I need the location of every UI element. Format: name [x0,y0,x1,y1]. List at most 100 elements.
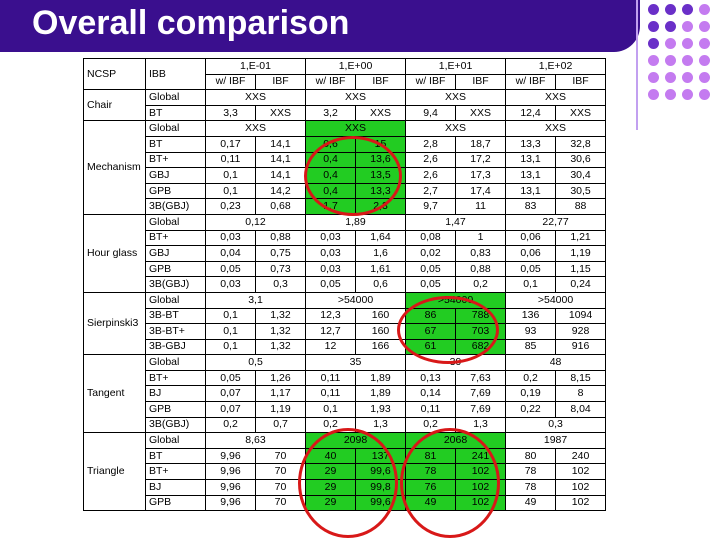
table-cell: 3,1 [205,291,306,309]
table-cell: 30,5 [555,182,607,200]
table-cell: 3B(GBJ) [145,416,206,434]
table-cell: 0,03 [305,229,356,247]
table-cell: Global [145,432,206,449]
table-cell: 1,E+00 [304,58,407,75]
table-row: GBJ 0,04 0,75 0,03 1,6 0,02 0,83 0,06 1,19 [84,245,607,262]
table-cell: 0,1 [505,276,557,293]
table-cell: 12,4 [505,104,557,122]
table-cell: 1,E+01 [405,58,507,75]
table-cell: 78 [505,479,557,496]
table-cell: 13,1 [505,182,557,200]
table-cell: 0,88 [455,260,507,278]
table-cell: XXS [405,120,507,137]
decorative-dot [648,38,659,49]
table-cell: BT+ [145,151,206,169]
decorative-dot [665,89,676,100]
table-row: BT+ 0,05 1,26 0,11 1,89 0,13 7,63 0,2 8,15 [84,369,607,387]
table-cell: Global [145,291,206,309]
table-cell: Global [145,89,206,106]
table-cell: 30,6 [555,151,607,169]
table-cell: 85 [505,338,557,356]
table-cell: GBJ [145,245,206,262]
table-cell: BJ [145,385,206,403]
table-cell: 928 [555,323,607,340]
table-cell: 1,32 [255,338,306,356]
table-cell: 0,17 [205,135,256,153]
table-cell: 136 [505,307,557,325]
table-cell: BT [145,104,206,122]
table-cell: GPB [145,401,206,418]
table-cell: BT+ [145,463,206,481]
table-cell: 32,8 [555,135,607,153]
decorative-dot [665,21,676,32]
table-cell: 0,04 [205,245,256,262]
table-cell: 0,73 [255,260,306,278]
table-cell: 0,05 [205,369,256,387]
table-row: 3B(GBJ) 0,03 0,3 0,05 0,6 0,05 0,2 0,1 0,24 [84,276,607,293]
table-cell: 0,88 [255,229,306,247]
table-cell: BT [145,447,206,465]
table-cell: 17,4 [455,182,507,200]
table-cell: XXS [304,89,407,106]
table-cell: 13,1 [505,151,557,169]
table-cell: 8 [555,385,607,403]
table-cell: 22,77 [505,213,607,231]
table-cell: 0,75 [255,245,306,262]
table-row: NCSP IBB 1,E-01 1,E+00 1,E+01 1,E+02 [83,57,607,91]
table-cell: Hour glass [83,213,146,293]
table-cell: 78 [505,463,557,481]
table-cell: 48 [505,354,607,371]
table-cell: 2,6 [405,151,457,169]
table-cell: 0,22 [505,401,557,418]
table-cell: 0,11 [405,401,457,418]
table-cell: 8,15 [555,369,607,387]
table-cell: 12,3 [305,307,356,325]
table-cell: Global [145,120,206,137]
table-cell: 7,63 [455,369,507,387]
decorative-dot-grid [648,4,720,134]
table-row: BT 3,3 XXS 3,2 XXS 9,4 XXS 12,4 XXS [84,104,607,122]
table-cell: 88 [555,198,607,215]
table-cell: 102 [555,479,607,496]
table-cell: 1,93 [354,401,407,418]
table-cell: 9,96 [205,463,256,481]
table-cell: 166 [354,338,407,356]
table-cell: 17,2 [455,151,507,169]
table-row: 3B-GBJ 0,1 1,32 12 166 61 682 85 916 [84,338,607,356]
table-cell: 0,6 [354,276,407,293]
decorative-dot [665,72,676,83]
table-cell: 0,13 [405,369,457,387]
table-row: Hour glass Global 0,12 1,89 1,47 22,77 [83,213,607,293]
table-cell: BT [145,135,206,153]
table-cell: 0,14 [405,385,457,403]
table-cell: 13,1 [505,167,557,184]
table-cell: 1,32 [255,323,306,340]
table-cell: 0,1 [205,323,256,340]
table-cell: NCSP [83,57,146,91]
table-cell: XXS [405,89,507,106]
highlight-ring-mechanism [304,136,402,216]
table-cell: 3B-BT+ [145,323,206,340]
table-cell: 0,11 [205,151,256,169]
table-cell: 93 [505,323,557,340]
table-cell: 0,03 [305,260,356,278]
table-cell: 0,02 [405,245,457,262]
table-cell: >54000 [304,291,407,309]
table-cell: GPB [145,182,206,200]
table-cell: XXS [505,89,607,106]
table-cell: 0,03 [205,229,256,247]
table-cell: w/ IBF [505,73,557,91]
table-cell: 0,05 [405,276,457,293]
table-cell: 1987 [505,432,607,449]
table-cell: 0,3 [255,276,306,293]
table-cell: 0,05 [205,260,256,278]
decorative-dot [682,38,693,49]
table-cell: 1,19 [255,401,306,418]
table-cell: 0,68 [255,198,306,215]
decorative-dot [699,55,710,66]
decorative-dot [699,21,710,32]
table-cell: GBJ [145,167,206,184]
table-cell: 9,96 [205,479,256,496]
decorative-dot [648,72,659,83]
decorative-dot [682,72,693,83]
